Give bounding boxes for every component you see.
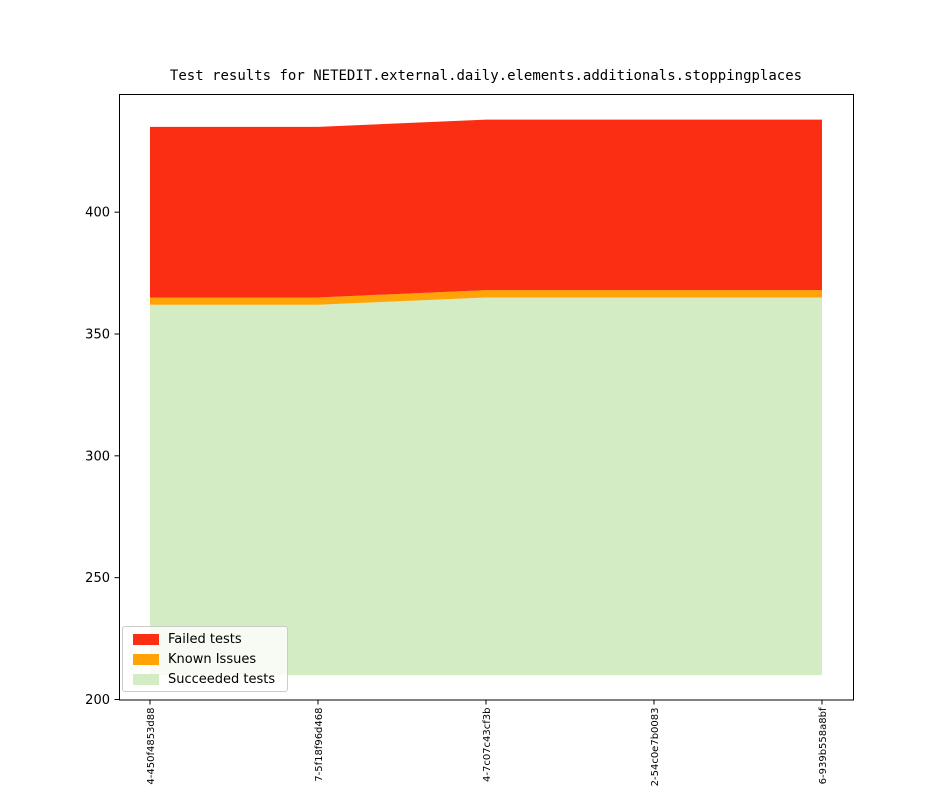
legend-label: Known Issues <box>168 651 257 667</box>
y-tick-label: 400 <box>85 206 110 221</box>
x-tick-label: 6-939b558a8bf <box>818 707 829 784</box>
legend-item-known-issues: Known Issues <box>123 649 287 669</box>
legend: Failed tests Known Issues Succeeded test… <box>122 626 288 692</box>
legend-label: Succeeded tests <box>168 671 276 687</box>
y-tick-label: 250 <box>85 571 110 586</box>
failed-swatch-icon <box>133 633 159 645</box>
x-tick-label: 4-450f4853d88 <box>146 708 157 785</box>
known-issues-swatch-icon <box>133 653 159 665</box>
x-tick-label: 4-7c07c43cf3b <box>482 708 493 783</box>
chart-title: Test results for NETEDIT.external.daily.… <box>169 68 803 84</box>
area-succeeded-tests <box>150 297 822 676</box>
legend-item-succeeded: Succeeded tests <box>123 669 287 689</box>
area-known-issues <box>150 290 822 305</box>
legend-label: Failed tests <box>168 631 242 647</box>
x-tick-label: 7-5f18f96d468 <box>314 708 325 782</box>
y-tick-label: 300 <box>85 449 110 464</box>
legend-item-failed: Failed tests <box>123 629 287 649</box>
y-tick-label: 200 <box>85 693 110 708</box>
x-tick-label: 2-54c0e7b0083 <box>650 708 661 787</box>
y-tick-label: 350 <box>85 328 110 343</box>
area-failed-tests <box>150 119 822 298</box>
succeeded-swatch-icon <box>133 673 159 685</box>
